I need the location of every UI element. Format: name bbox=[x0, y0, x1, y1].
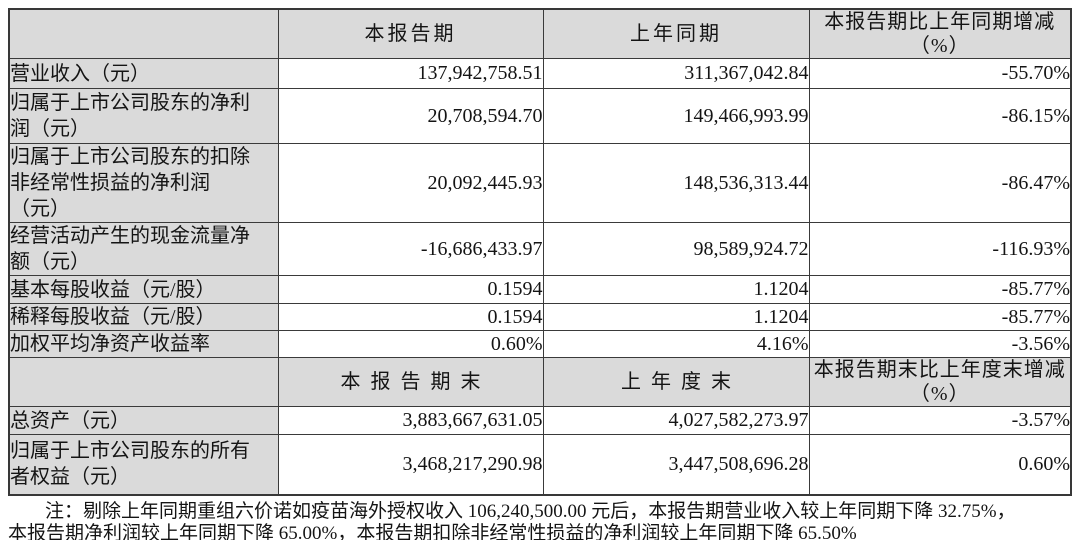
change-value: -55.70% bbox=[808, 58, 1072, 89]
change-value: 0.60% bbox=[808, 434, 1072, 495]
current-period-end-header: 本报告期末 bbox=[277, 357, 544, 407]
table-row: 加权平均净资产收益率 0.60% 4.16% -3.56% bbox=[8, 330, 1072, 358]
prior-period-value: 1.1204 bbox=[542, 303, 810, 331]
table-row: 基本每股收益（元/股） 0.1594 1.1204 -85.77% bbox=[8, 275, 1072, 304]
prior-period-value: 311,367,042.84 bbox=[542, 58, 810, 89]
current-period-value: 3,883,667,631.05 bbox=[277, 406, 544, 435]
table-row: 稀释每股收益（元/股） 0.1594 1.1204 -85.77% bbox=[8, 303, 1072, 331]
current-period-header: 本报告期 bbox=[277, 8, 544, 59]
change-value: -86.15% bbox=[808, 88, 1072, 144]
prior-period-value: 1.1204 bbox=[542, 275, 810, 304]
table-row: 归属于上市公司股东的所有 者权益（元） 3,468,217,290.98 3,4… bbox=[8, 434, 1072, 495]
end-change-header: 本报告期末比上年度末增减 （%） bbox=[808, 357, 1072, 407]
prior-period-value: 4.16% bbox=[542, 330, 810, 358]
metric-label-cell: 总资产（元） bbox=[8, 406, 279, 435]
metric-label-cell: 稀释每股收益（元/股） bbox=[8, 303, 279, 331]
current-period-value: 137,942,758.51 bbox=[277, 58, 544, 89]
current-period-value: 0.1594 bbox=[277, 275, 544, 304]
prior-period-value: 3,447,508,696.28 bbox=[542, 434, 810, 495]
prior-year-end-header: 上年度末 bbox=[542, 357, 810, 407]
metric-label-cell: 加权平均净资产收益率 bbox=[8, 330, 279, 358]
prior-period-value: 148,536,313.44 bbox=[542, 143, 810, 223]
current-period-value: 20,092,445.93 bbox=[277, 143, 544, 223]
metric-label-cell: 经营活动产生的现金流量净 额（元） bbox=[8, 222, 279, 276]
period-header-row: 本报告期 上年同期 本报告期比上年同期增减 （%） bbox=[8, 8, 1072, 59]
table-row: 归属于上市公司股东的扣除 非经常性损益的净利润 （元） 20,092,445.9… bbox=[8, 143, 1072, 223]
metric-label-cell: 营业收入（元） bbox=[8, 58, 279, 89]
prior-period-value: 4,027,582,273.97 bbox=[542, 406, 810, 435]
table-row: 经营活动产生的现金流量净 额（元） -16,686,433.97 98,589,… bbox=[8, 222, 1072, 276]
key-financial-indicators-table: 本报告期 上年同期 本报告期比上年同期增减 （%） 营业收入（元） 137,94… bbox=[8, 8, 1072, 496]
corner-blank-cell bbox=[8, 8, 279, 59]
table-row: 归属于上市公司股东的净利 润（元） 20,708,594.70 149,466,… bbox=[8, 88, 1072, 144]
yoy-change-header: 本报告期比上年同期增减 （%） bbox=[808, 8, 1072, 59]
metric-label-cell: 归属于上市公司股东的所有 者权益（元） bbox=[8, 434, 279, 495]
change-value: -3.56% bbox=[808, 330, 1072, 358]
prior-period-value: 149,466,993.99 bbox=[542, 88, 810, 144]
change-value: -116.93% bbox=[808, 222, 1072, 276]
footnote: 注：剔除上年同期重组六价诺如疫苗海外授权收入 106,240,500.00 元后… bbox=[8, 501, 1070, 540]
footnote-line-1: 注：剔除上年同期重组六价诺如疫苗海外授权收入 106,240,500.00 元后… bbox=[45, 500, 1016, 522]
change-value: -85.77% bbox=[808, 303, 1072, 331]
current-period-value: 20,708,594.70 bbox=[277, 88, 544, 144]
change-value: -86.47% bbox=[808, 143, 1072, 223]
prior-period-value: 98,589,924.72 bbox=[542, 222, 810, 276]
table-row: 营业收入（元） 137,942,758.51 311,367,042.84 -5… bbox=[8, 58, 1072, 89]
metric-label-cell: 归属于上市公司股东的净利 润（元） bbox=[8, 88, 279, 144]
metric-label-cell: 归属于上市公司股东的扣除 非经常性损益的净利润 （元） bbox=[8, 143, 279, 223]
change-value: -85.77% bbox=[808, 275, 1072, 304]
current-period-value: 0.1594 bbox=[277, 303, 544, 331]
change-value: -3.57% bbox=[808, 406, 1072, 435]
prior-period-header: 上年同期 bbox=[542, 8, 810, 59]
table-row: 总资产（元） 3,883,667,631.05 4,027,582,273.97… bbox=[8, 406, 1072, 435]
period-end-header-row: 本报告期末 上年度末 本报告期末比上年度末增减 （%） bbox=[8, 357, 1072, 407]
current-period-value: 0.60% bbox=[277, 330, 544, 358]
current-period-value: -16,686,433.97 bbox=[277, 222, 544, 276]
footnote-line-2: 本报告期净利润较上年同期下降 65.00%，本报告期扣除非经常性损益的净利润较上… bbox=[8, 522, 857, 540]
current-period-value: 3,468,217,290.98 bbox=[277, 434, 544, 495]
period-end-blank-cell bbox=[8, 357, 279, 407]
metric-label-cell: 基本每股收益（元/股） bbox=[8, 275, 279, 304]
